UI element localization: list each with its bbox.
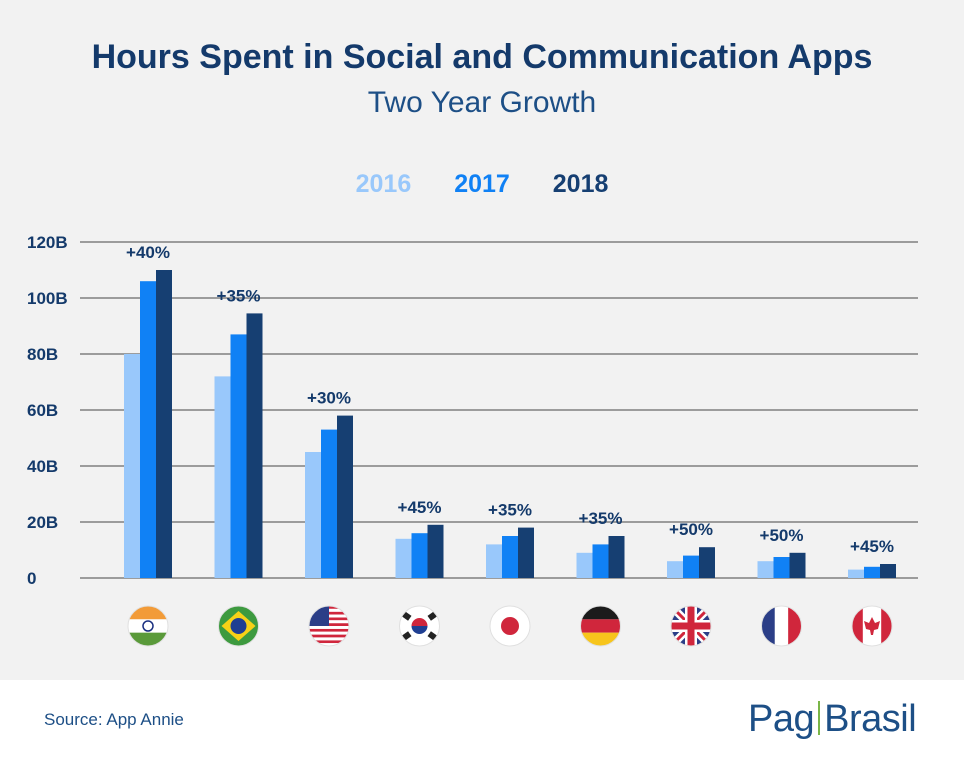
japan-flag-icon	[490, 606, 530, 646]
growth-label: +50%	[760, 526, 804, 545]
logo-text-brasil: Brasil	[824, 698, 917, 740]
bar-2017	[140, 281, 156, 578]
pagbrasil-logo: Pag Brasil	[748, 698, 917, 741]
legend-item-2018: 2018	[552, 170, 609, 198]
bar-2016	[214, 376, 231, 578]
bar-2017	[411, 533, 428, 578]
bar-2016	[576, 552, 593, 578]
france-flag-icon	[761, 606, 802, 646]
growth-label: +40%	[126, 243, 170, 262]
y-tick-label: 80B	[27, 345, 58, 364]
germany-flag-icon	[580, 606, 621, 646]
growth-label: +45%	[850, 537, 894, 556]
chart-subtitle: Two Year Growth	[367, 86, 597, 119]
bar-2017	[592, 544, 609, 578]
growth-label: +35%	[488, 501, 532, 520]
bar-2016	[124, 354, 140, 578]
growth-label: +45%	[398, 498, 442, 517]
bar-2018	[518, 527, 534, 578]
bar-2017	[321, 429, 337, 578]
bar-2018	[337, 415, 353, 578]
y-tick-label: 40B	[27, 457, 58, 476]
chart-title: Hours Spent in Social and Communication …	[91, 38, 873, 76]
bar-2018	[699, 547, 715, 578]
bar-2017	[502, 536, 518, 578]
bar-2016	[305, 452, 321, 578]
flags	[127, 605, 893, 647]
bar-2017	[230, 334, 247, 578]
growth-label: +35%	[579, 509, 623, 528]
bar-2017	[773, 557, 790, 578]
bar-2018	[156, 270, 172, 578]
y-tick-label: 60B	[27, 401, 58, 420]
source-note: Source: App Annie	[44, 710, 184, 729]
bar-2016	[667, 561, 683, 578]
growth-label: +35%	[217, 286, 261, 305]
bar-2016	[757, 561, 774, 578]
bar-2017	[683, 555, 699, 578]
bar-2018	[880, 564, 896, 578]
logo-text-pag: Pag	[748, 698, 815, 740]
bar-2018	[789, 552, 806, 578]
south-korea-flag-icon	[399, 606, 440, 646]
bar-2018	[427, 524, 444, 578]
bar-2018	[246, 313, 263, 578]
bar-2016	[486, 544, 502, 578]
y-tick-label: 20B	[27, 513, 58, 532]
bar-chart: 0 20B 40B 60B 80B 100B 120B +40% +35% +30% +45% +3…	[27, 233, 918, 647]
bar-2017	[864, 566, 880, 578]
growth-label: +50%	[669, 520, 713, 539]
legend-item-2017: 2017	[454, 170, 510, 198]
bar-2016	[848, 569, 864, 578]
bars	[124, 270, 896, 578]
bar-2016	[395, 538, 412, 578]
logo-separator	[818, 701, 821, 735]
india-flag-icon	[128, 606, 168, 646]
growth-labels: +40% +35% +30% +45% +35% +35% +50% +50% +45%	[126, 243, 894, 556]
legend: 2016 2017 2018	[0, 170, 964, 199]
y-tick-label: 0	[27, 569, 36, 588]
uk-flag-icon	[671, 606, 711, 646]
brazil-flag-icon	[218, 606, 259, 646]
legend-item-2016: 2016	[355, 170, 412, 198]
canada-flag-icon	[852, 606, 892, 646]
y-axis: 0 20B 40B 60B 80B 100B 120B	[27, 233, 68, 588]
y-tick-label: 120B	[27, 233, 68, 252]
y-tick-label: 100B	[27, 289, 68, 308]
bar-2018	[608, 536, 625, 578]
growth-label: +30%	[307, 389, 351, 408]
